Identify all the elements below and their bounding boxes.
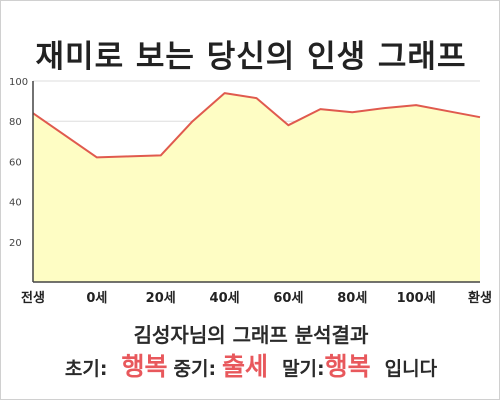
axes xyxy=(32,81,480,283)
early-value: 행복 xyxy=(121,352,168,381)
x-tick-label: 0세 xyxy=(86,291,107,306)
middle-value: 출세 xyxy=(222,352,269,381)
series-line xyxy=(32,92,481,159)
late-value: 행복 xyxy=(324,352,371,381)
x-tick-label: 전생 xyxy=(21,290,45,306)
area-fill xyxy=(33,93,480,282)
x-tick-label: 40세 xyxy=(210,291,240,306)
y-tick-label: 80 xyxy=(9,117,22,128)
y-tick-label: 60 xyxy=(9,157,22,168)
x-tick-label: 60세 xyxy=(273,291,303,306)
y-tick-label: 100 xyxy=(9,77,28,88)
y-tick-label: 40 xyxy=(9,198,22,209)
analysis-verdict: 초기: 행복 중기: 출세 말기:행복 입니다 xyxy=(1,347,500,383)
x-tick-label: 환생 xyxy=(468,290,492,306)
y-tick-label: 20 xyxy=(9,238,22,249)
x-tick-label: 80세 xyxy=(337,291,367,306)
middle-label: 중기: xyxy=(173,358,217,380)
page-title: 재미로 보는 당신의 인생 그래프 xyxy=(35,39,467,75)
early-label: 초기: xyxy=(64,358,108,380)
x-tick-labels: 전생 0세 20세 40세 60세 80세 100세 환생 xyxy=(21,290,492,306)
x-tick-label: 20세 xyxy=(146,291,176,306)
late-label: 말기: xyxy=(282,358,325,380)
y-tick-labels: 20 40 60 80 100 xyxy=(9,77,28,249)
analysis-summary: 김성자님의 그래프 분석결과 xyxy=(133,323,369,347)
x-tick-label: 100세 xyxy=(397,291,436,306)
verdict-suffix: 입니다 xyxy=(384,358,438,380)
